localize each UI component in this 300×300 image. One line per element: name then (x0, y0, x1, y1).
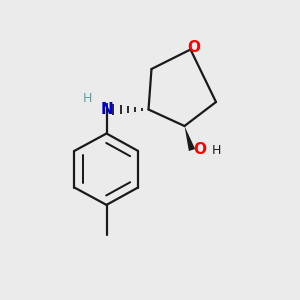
Text: H: H (212, 143, 221, 157)
Text: O: O (188, 40, 201, 55)
Polygon shape (184, 126, 195, 151)
Text: H: H (82, 92, 92, 106)
Text: N: N (100, 102, 113, 117)
Text: O: O (194, 142, 206, 158)
